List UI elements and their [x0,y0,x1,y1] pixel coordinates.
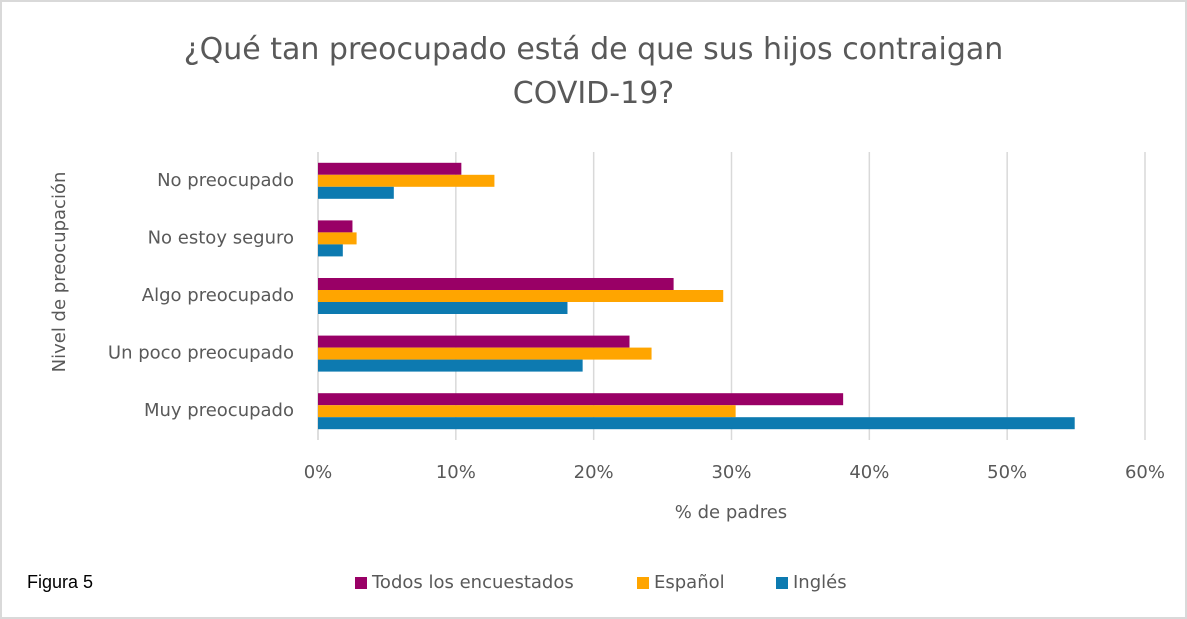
y-tick-label: No estoy seguro [148,227,294,248]
x-tick-label: 10% [436,462,476,483]
x-axis-label: % de padres [675,502,787,523]
legend-swatch [355,577,367,589]
figure-label: Figura 5 [27,572,93,592]
bar [318,162,462,175]
x-tick-label: 20% [574,462,614,483]
y-tick-label: No preocupado [157,170,294,191]
x-tick-label: 40% [849,462,889,483]
y-tick-label: Algo preocupado [142,285,294,306]
bar [318,232,357,245]
legend-label: Todos los encuestados [371,572,574,593]
y-axis-label: Nivel de preocupación [49,172,70,373]
bar [318,174,495,187]
bar [318,220,353,233]
bar [318,302,568,314]
bar [318,244,343,257]
bar [318,417,1075,430]
x-tick-label: 60% [1125,462,1165,483]
x-tick-label: 50% [987,462,1027,483]
bar [318,335,630,348]
x-tick-label: 0% [304,462,333,483]
legend-label: Inglés [793,572,847,593]
bar [318,393,844,406]
y-tick-label: Muy preocupado [144,400,294,421]
bar [318,359,583,372]
bar [318,290,724,302]
bar [318,278,674,290]
chart-title: ¿Qué tan preocupado está de que sus hijo… [183,32,1004,111]
legend-label: Español [654,572,725,593]
bar [318,186,394,199]
y-tick-label: Un poco preocupado [108,343,294,364]
legend-swatch [776,577,788,589]
bar [318,347,652,360]
x-tick-label: 30% [711,462,751,483]
bar [318,405,736,418]
legend-swatch [637,577,649,589]
